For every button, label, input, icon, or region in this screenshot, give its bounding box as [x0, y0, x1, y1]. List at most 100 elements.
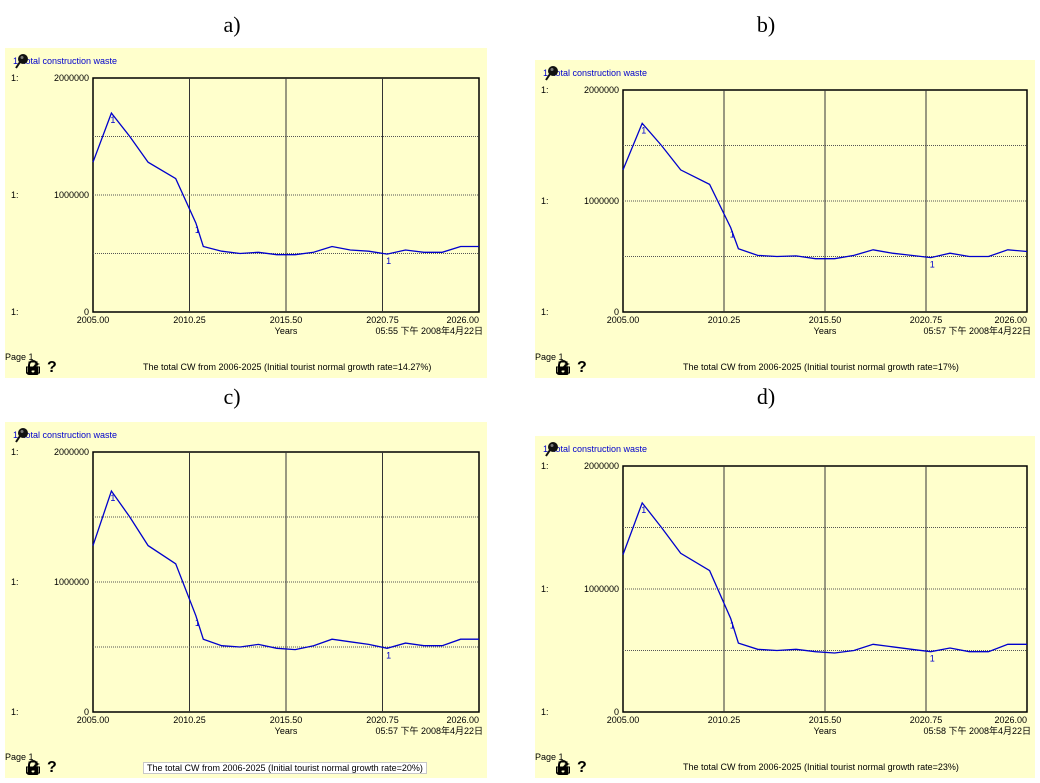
x-tick-label: 2010.25	[173, 315, 206, 325]
toolbar: ?	[25, 360, 57, 376]
legend-label: 1: total construction waste	[13, 430, 118, 440]
timestamp: 05:57 下午 2008年4月22日	[375, 725, 483, 736]
series-marker-label: 1	[195, 225, 200, 235]
magic-wand-icon[interactable]	[25, 760, 41, 776]
x-tick-label: 2010.25	[708, 715, 741, 725]
pin-icon[interactable]	[543, 64, 561, 82]
legend: 1: total construction waste	[13, 426, 117, 444]
axis-prefix-label: 1:	[541, 707, 549, 717]
legend: 1: total construction waste	[13, 52, 117, 70]
y-tick-label: 2000000	[584, 85, 619, 95]
x-tick-label: 2015.50	[809, 715, 842, 725]
page-label: Page 1	[535, 752, 564, 762]
series-marker-label: 1	[110, 493, 115, 503]
legend-label: 1: total construction waste	[543, 444, 648, 454]
y-tick-label: 0	[614, 707, 619, 717]
series-line	[622, 501, 1027, 654]
help-icon[interactable]: ?	[47, 759, 57, 776]
y-tick-label: 1000000	[584, 196, 619, 206]
chart-footer: Page 1 ? The total CW from 2006-2025 (In…	[5, 752, 487, 778]
magic-wand-icon[interactable]	[25, 360, 41, 376]
chart-caption: The total CW from 2006-2025 (Initial tou…	[683, 362, 959, 372]
chart-footer: Page 1 ? The total CW from 2006-2025 (In…	[535, 752, 1035, 778]
x-tick-label: 2026.00	[446, 315, 479, 325]
series-marker-label: 1	[110, 115, 115, 125]
x-tick-label: 2015.50	[270, 315, 303, 325]
chart-svg: 0 1: 1000000 1: 2000000 1: 2005.00 2010.25 2015.…	[11, 73, 483, 336]
timestamp: 05:57 下午 2008年4月22日	[923, 325, 1031, 336]
chart-panel-a: 0 1: 1000000 1: 2000000 1: 2005.00 2010.25 2015.…	[5, 48, 487, 378]
page-label: Page 1	[5, 352, 34, 362]
page-label: Page 1	[5, 752, 34, 762]
x-tick-label: 2020.75	[366, 315, 399, 325]
series-marker-label: 1	[386, 256, 391, 266]
pin-icon[interactable]	[13, 426, 31, 444]
legend: 1: total construction waste	[543, 440, 647, 458]
y-tick-label: 2000000	[584, 461, 619, 471]
x-tick-label: 2015.50	[270, 715, 303, 725]
axis-prefix-label: 1:	[541, 584, 549, 594]
magic-wand-icon[interactable]	[555, 760, 571, 776]
series-marker-label: 1	[641, 125, 646, 135]
x-tick-label: 2020.75	[910, 315, 943, 325]
x-tick-label: 2026.00	[446, 715, 479, 725]
x-axis-title: Years	[814, 326, 837, 336]
chart-panel-b: 0 1: 1000000 1: 2000000 1: 2005.00 2010.25 2015.…	[535, 60, 1035, 378]
x-tick-label: 2005.00	[77, 315, 110, 325]
toolbar: ?	[25, 760, 57, 776]
axis-prefix-label: 1:	[541, 461, 549, 471]
series-marker-label: 1	[195, 618, 200, 628]
x-axis-title: Years	[814, 726, 837, 736]
axis-prefix-label: 1:	[541, 85, 549, 95]
toolbar: ?	[555, 760, 587, 776]
panel-letter-b: b)	[756, 12, 776, 37]
pin-icon[interactable]	[543, 440, 561, 458]
chart-caption: The total CW from 2006-2025 (Initial tou…	[683, 762, 959, 772]
x-tick-label: 2020.75	[910, 715, 943, 725]
x-tick-label: 2005.00	[77, 715, 110, 725]
page-label: Page 1	[535, 352, 564, 362]
series-line	[622, 122, 1028, 260]
help-icon[interactable]: ?	[577, 359, 587, 376]
panel-letter-a: a)	[223, 12, 241, 37]
y-tick-label: 2000000	[54, 447, 89, 457]
chart-panel-d: 0 1: 1000000 1: 2000000 1: 2005.00 2010.25 2015.…	[535, 436, 1035, 778]
chart-svg: 0 1: 1000000 1: 2000000 1: 2005.00 2010.25 2015.…	[541, 85, 1031, 336]
axis-prefix-label: 1:	[11, 707, 19, 717]
axis-prefix-label: 1:	[11, 447, 19, 457]
y-tick-label: 1000000	[584, 584, 619, 594]
x-tick-label: 2026.00	[994, 315, 1027, 325]
x-tick-label: 2005.00	[607, 715, 640, 725]
help-icon[interactable]: ?	[577, 759, 587, 776]
magic-wand-icon[interactable]	[555, 360, 571, 376]
legend: 1: total construction waste	[543, 64, 647, 82]
timestamp: 05:55 下午 2008年4月22日	[375, 325, 483, 336]
axis-prefix-label: 1:	[11, 190, 19, 200]
chart-panel-c: 0 1: 1000000 1: 2000000 1: 2005.00 2010.25 2015.…	[5, 422, 487, 778]
series-line	[92, 111, 479, 256]
x-tick-label: 2010.25	[708, 315, 741, 325]
chart-footer: Page 1 ? The total CW from 2006-2025 (In…	[535, 352, 1035, 378]
series-marker-label: 1	[730, 230, 735, 240]
chart-caption: The total CW from 2006-2025 (Initial tou…	[143, 362, 432, 372]
x-tick-label: 2026.00	[994, 715, 1027, 725]
axis-prefix-label: 1:	[11, 73, 19, 83]
y-tick-label: 1000000	[54, 190, 89, 200]
series-line	[92, 489, 479, 651]
axis-prefix-label: 1:	[541, 307, 549, 317]
chart-svg: 0 1: 1000000 1: 2000000 1: 2005.00 2010.25 2015.…	[541, 461, 1031, 736]
series-marker-label: 1	[730, 621, 735, 631]
x-tick-label: 2010.25	[173, 715, 206, 725]
panel-letter-d: d)	[756, 384, 776, 409]
toolbar: ?	[555, 360, 587, 376]
legend-label: 1: total construction waste	[543, 68, 648, 78]
help-icon[interactable]: ?	[47, 359, 57, 376]
x-axis-title: Years	[275, 326, 298, 336]
axis-prefix-label: 1:	[11, 577, 19, 587]
timestamp: 05:58 下午 2008年4月22日	[923, 725, 1031, 736]
y-tick-label: 0	[84, 707, 89, 717]
chart-svg: 0 1: 1000000 1: 2000000 1: 2005.00 2010.25 2015.…	[11, 447, 483, 736]
y-tick-label: 0	[84, 307, 89, 317]
series-marker-label: 1	[386, 650, 391, 660]
pin-icon[interactable]	[13, 52, 31, 70]
